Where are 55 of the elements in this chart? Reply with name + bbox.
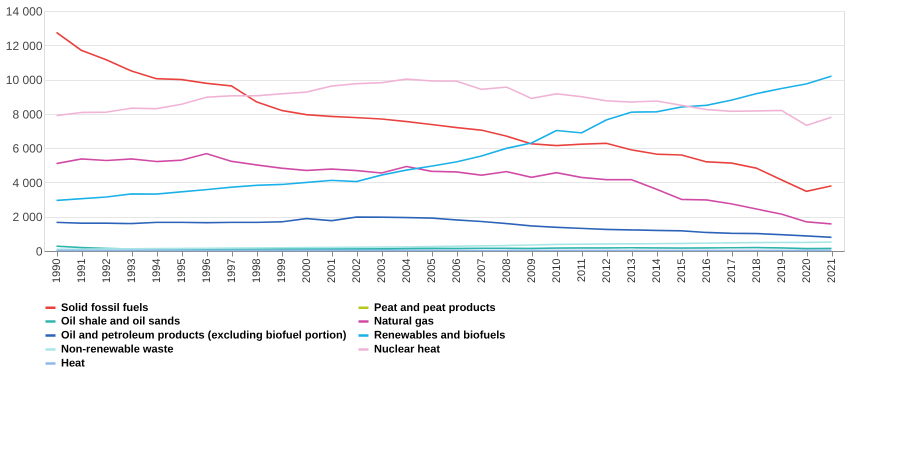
x-tick-label: 1996 (201, 258, 213, 283)
line-series (56, 241, 832, 250)
x-tick-label: 1991 (76, 258, 88, 283)
x-tick-label: 1997 (226, 258, 238, 283)
x-tick-label: 2019 (776, 258, 788, 283)
legend-label: Non-renewable waste (61, 344, 174, 356)
x-tick-label: 1990 (51, 258, 63, 283)
x-tick-label: 2003 (376, 258, 388, 283)
x-tick-label: 2013 (626, 258, 638, 283)
y-tick-label: 10 000 (6, 73, 43, 88)
x-tick-label: 2006 (451, 258, 463, 283)
line-series (56, 78, 832, 126)
y-tick-label: 2 000 (12, 210, 43, 224)
y-tick-label: 14 000 (6, 4, 43, 18)
x-tick-label: 2020 (801, 258, 813, 283)
legend-label: Heat (61, 358, 86, 370)
legend-label: Peat and peat products (374, 302, 496, 314)
legend-label: Natural gas (374, 316, 434, 328)
x-tick-label: 1995 (176, 258, 188, 283)
legend-label: Oil shale and oil sands (61, 316, 180, 328)
x-tick-label: 1992 (101, 258, 113, 283)
x-tick-label: 1999 (276, 258, 288, 283)
line-series (56, 216, 832, 238)
x-tick-label: 2001 (326, 258, 338, 283)
x-tick-label: 2002 (351, 258, 363, 283)
x-tick-label: 2007 (476, 258, 488, 283)
line-series (56, 32, 832, 192)
x-tick-label: 2010 (551, 258, 563, 283)
x-tick-label: 2014 (651, 258, 663, 283)
line-series (56, 75, 832, 202)
legend-label: Renewables and biofuels (374, 330, 506, 342)
legend-label: Nuclear heat (374, 344, 440, 356)
x-tick-label: 1993 (126, 258, 138, 283)
y-tick-label: 6 000 (12, 142, 43, 156)
x-tick-label: 1994 (151, 258, 163, 283)
x-tick-label: 2011 (576, 258, 588, 282)
x-tick-label: 2000 (301, 258, 313, 283)
legend-label: Oil and petroleum products (excluding biofuel portion) (61, 330, 347, 342)
x-tick-label: 2021 (826, 258, 838, 283)
legend-label: Solid fossil fuels (61, 302, 148, 314)
x-tick-label: 2009 (526, 258, 538, 283)
x-tick-label: 2004 (401, 258, 413, 283)
x-tick-label: 2016 (701, 258, 713, 283)
x-tick-label: 2005 (426, 258, 438, 283)
y-tick-label: 0 (36, 244, 43, 258)
y-tick-label: 4 000 (12, 176, 43, 190)
y-tick-label: 8 000 (12, 107, 43, 122)
x-tick-label: 2015 (676, 258, 688, 283)
x-tick-label: 2008 (501, 258, 513, 283)
x-tick-label: 1998 (251, 258, 263, 283)
x-tick-label: 2012 (601, 258, 613, 283)
y-tick-label: 12 000 (6, 38, 43, 53)
line-series (56, 152, 832, 225)
x-tick-label: 2018 (751, 258, 763, 283)
x-tick-label: 2017 (726, 258, 738, 283)
